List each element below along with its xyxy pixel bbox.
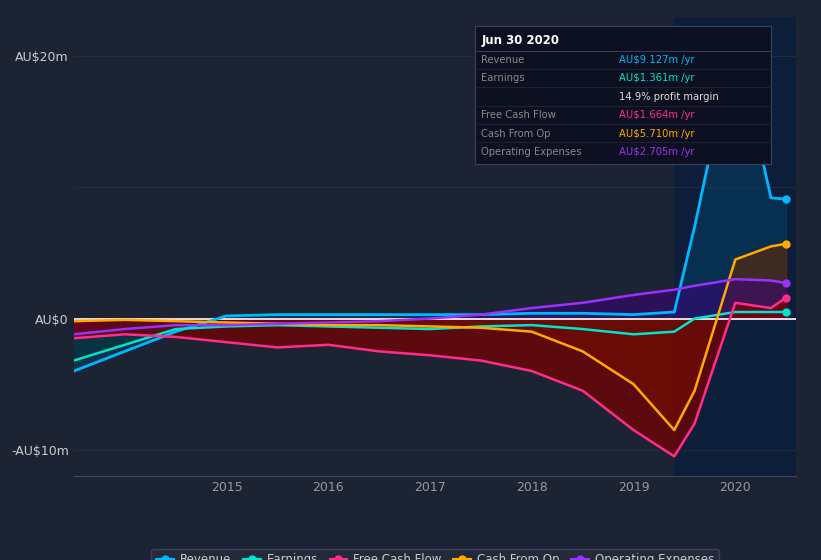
Text: Revenue: Revenue xyxy=(481,55,525,65)
Text: AU$1.361m /yr: AU$1.361m /yr xyxy=(618,73,694,83)
Text: 14.9% profit margin: 14.9% profit margin xyxy=(618,92,718,102)
Text: AU$2.705m /yr: AU$2.705m /yr xyxy=(618,147,694,157)
Legend: Revenue, Earnings, Free Cash Flow, Cash From Op, Operating Expenses: Revenue, Earnings, Free Cash Flow, Cash … xyxy=(151,549,719,560)
Bar xyxy=(674,17,796,476)
Text: Earnings: Earnings xyxy=(481,73,525,83)
Text: Operating Expenses: Operating Expenses xyxy=(481,147,582,157)
Text: AU$5.710m /yr: AU$5.710m /yr xyxy=(618,129,694,139)
Text: Cash From Op: Cash From Op xyxy=(481,129,551,139)
Text: Free Cash Flow: Free Cash Flow xyxy=(481,110,556,120)
Text: Jun 30 2020: Jun 30 2020 xyxy=(481,34,559,47)
Text: AU$9.127m /yr: AU$9.127m /yr xyxy=(618,55,695,65)
Text: AU$1.664m /yr: AU$1.664m /yr xyxy=(618,110,694,120)
